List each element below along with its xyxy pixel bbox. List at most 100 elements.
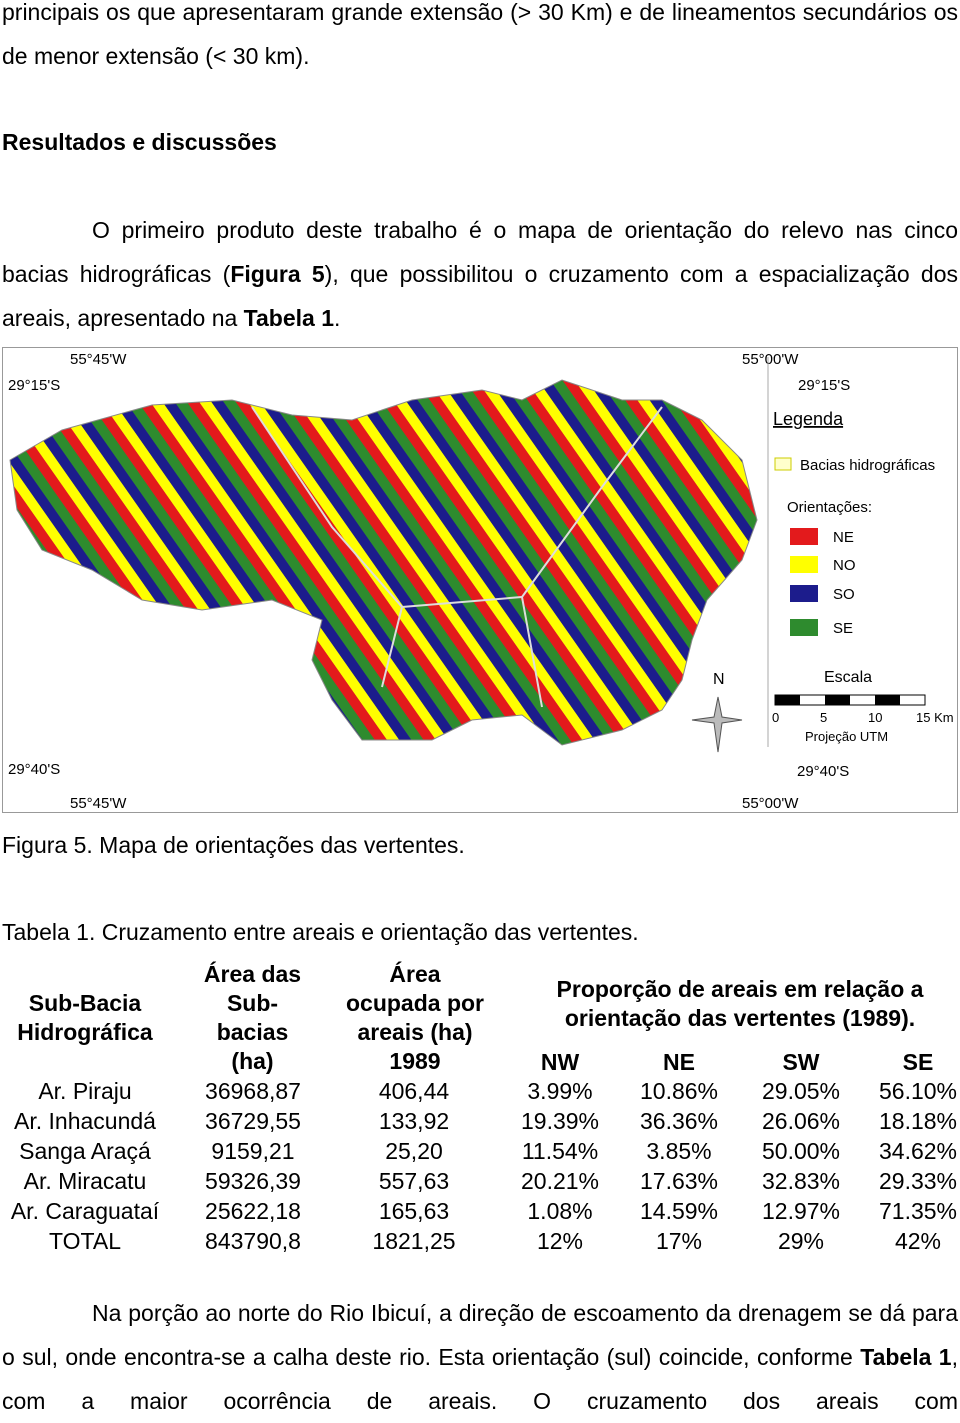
coordinate: 29°40'S xyxy=(797,763,849,780)
section-heading: Resultados e discussões xyxy=(2,129,277,155)
table-cell: TOTAL xyxy=(49,1228,121,1254)
table-cell: 10.86% xyxy=(639,1078,718,1104)
table-cell: 36729,55 xyxy=(205,1108,301,1134)
coordinate: 55°00'W xyxy=(742,351,799,368)
coordinate: 29°15'S xyxy=(798,377,850,394)
legend-label: SE xyxy=(833,620,853,637)
text: . xyxy=(334,305,341,331)
scale-label: 10 xyxy=(868,710,882,725)
table-cell: Ar. Miracatu xyxy=(23,1168,147,1194)
projection-label: Projeção UTM xyxy=(805,729,888,744)
table-cell: 25622,18 xyxy=(205,1198,301,1224)
basin-boundaries xyxy=(251,406,663,708)
table-cell: 9159,21 xyxy=(211,1138,295,1164)
text: , com a maior ocorrência de areais. O cr… xyxy=(2,1344,958,1414)
scale-bar xyxy=(825,695,850,705)
scale-label: 0 xyxy=(772,710,779,725)
scale-label: 15 Km xyxy=(916,710,954,725)
table-cell: Sanga Araçá xyxy=(19,1138,151,1164)
column-header: NE xyxy=(663,1049,695,1075)
text: O primeiro produto deste trabalho é o ma… xyxy=(2,217,958,287)
text: ), que possibilitou o cruzamento com a e… xyxy=(2,261,958,331)
table-cell: 26.06% xyxy=(761,1108,840,1134)
legend-label: Orientações: xyxy=(787,499,872,516)
table-cell: 1821,25 xyxy=(372,1228,456,1254)
compass xyxy=(691,696,743,753)
coordinate: 55°00'W xyxy=(742,795,799,812)
table-cell: 557,63 xyxy=(378,1168,450,1194)
table-cell: Ar. Inhacundá xyxy=(14,1108,156,1134)
table-cell: 20.21% xyxy=(520,1168,599,1194)
paragraph: principais os que apresentaram grande ex… xyxy=(2,0,958,69)
table-cell: 843790,8 xyxy=(205,1228,301,1254)
table-caption: Tabela 1. Cruzamento entre areais e orie… xyxy=(2,919,639,945)
table-cell: 12.97% xyxy=(761,1198,840,1224)
scale-bar xyxy=(775,695,800,705)
table-cell: 29% xyxy=(777,1228,825,1254)
table-cell: 36.36% xyxy=(639,1108,718,1134)
table-cell: 11.54% xyxy=(521,1138,599,1164)
legend-swatch xyxy=(790,528,818,545)
table-cell: 42% xyxy=(894,1228,942,1254)
column-header: Sub-Bacia Hidrográfica xyxy=(17,990,153,1045)
column-header: SE xyxy=(902,1049,934,1075)
legend-swatch xyxy=(790,556,818,573)
table-cell: 133,92 xyxy=(378,1108,450,1134)
table-cell: 3.85% xyxy=(646,1138,712,1164)
coordinate: 29°15'S xyxy=(8,377,60,394)
legend-label: NO xyxy=(833,557,856,574)
paragraph: Na porção ao norte do Rio Ibicuí, a dire… xyxy=(2,1291,958,1423)
table-cell: 71.35% xyxy=(878,1198,957,1224)
paragraph: O primeiro produto deste trabalho é o ma… xyxy=(2,208,958,340)
figure-caption: Figura 5. Mapa de orientações das verten… xyxy=(2,832,465,858)
coordinate: 55°45'W xyxy=(70,795,127,812)
scale-title: Escala xyxy=(824,669,872,686)
orientation-map: 55°45'W 55°00'W 29°15'S 29°15'S 29°40'S … xyxy=(2,347,958,813)
table-cell: 59326,39 xyxy=(205,1168,301,1194)
figure-ref: Figura 5 xyxy=(230,261,325,287)
table-cell: 17% xyxy=(655,1228,703,1254)
table-cell: 18.18% xyxy=(878,1108,957,1134)
coordinate: 55°45'W xyxy=(70,351,127,368)
table-ref: Tabela 1 xyxy=(243,305,335,331)
table-cell: 34.62% xyxy=(878,1138,957,1164)
basins-area xyxy=(9,379,758,746)
column-header: Área das Sub-bacias (ha) xyxy=(203,961,302,1074)
table-cell: 14.59% xyxy=(639,1198,718,1224)
table-cell: 165,63 xyxy=(378,1198,450,1224)
table-cell: 36968,87 xyxy=(205,1078,301,1104)
table-cell: 1.08% xyxy=(527,1198,593,1224)
legend-title: Legenda xyxy=(773,409,844,429)
table-cell: 3.99% xyxy=(527,1078,593,1104)
north-label: N xyxy=(713,671,725,688)
table-cell: 32.83% xyxy=(761,1168,840,1194)
table-cell: 29.33% xyxy=(878,1168,957,1194)
table-cell: Ar. Caraguataí xyxy=(10,1198,160,1224)
legend-label: Bacias hidrográficas xyxy=(800,457,935,474)
column-header: Proporção de areais em relação a orienta… xyxy=(556,976,924,1031)
column-header: 1989 xyxy=(389,1048,441,1074)
legend-swatch xyxy=(790,619,818,636)
legend-label: NE xyxy=(833,529,854,546)
legend-swatch xyxy=(774,457,792,471)
table-cell: Ar. Piraju xyxy=(38,1078,132,1104)
table-cell: 25,20 xyxy=(385,1138,443,1164)
table-cell: 56.10% xyxy=(878,1078,957,1104)
table-cell: 50.00% xyxy=(761,1138,840,1164)
scale-label: 5 xyxy=(820,710,827,725)
table-cell: 17.63% xyxy=(639,1168,718,1194)
table-cell: 19.39% xyxy=(520,1108,599,1134)
column-header: SW xyxy=(782,1049,820,1075)
scale-bar xyxy=(875,695,900,705)
table-ref: Tabela 1 xyxy=(860,1344,952,1370)
text: Na porção ao norte do Rio Ibicuí, a dire… xyxy=(2,1300,958,1370)
column-header: Área ocupada por areais (ha) xyxy=(345,961,484,1045)
legend-swatch xyxy=(790,585,818,602)
table-cell: 12% xyxy=(536,1228,584,1254)
coordinate: 29°40'S xyxy=(8,761,60,778)
table-cell: 406,44 xyxy=(378,1078,450,1104)
legend-label: SO xyxy=(833,586,855,603)
table-cell: 29.05% xyxy=(761,1078,840,1104)
column-header: NW xyxy=(540,1049,580,1075)
